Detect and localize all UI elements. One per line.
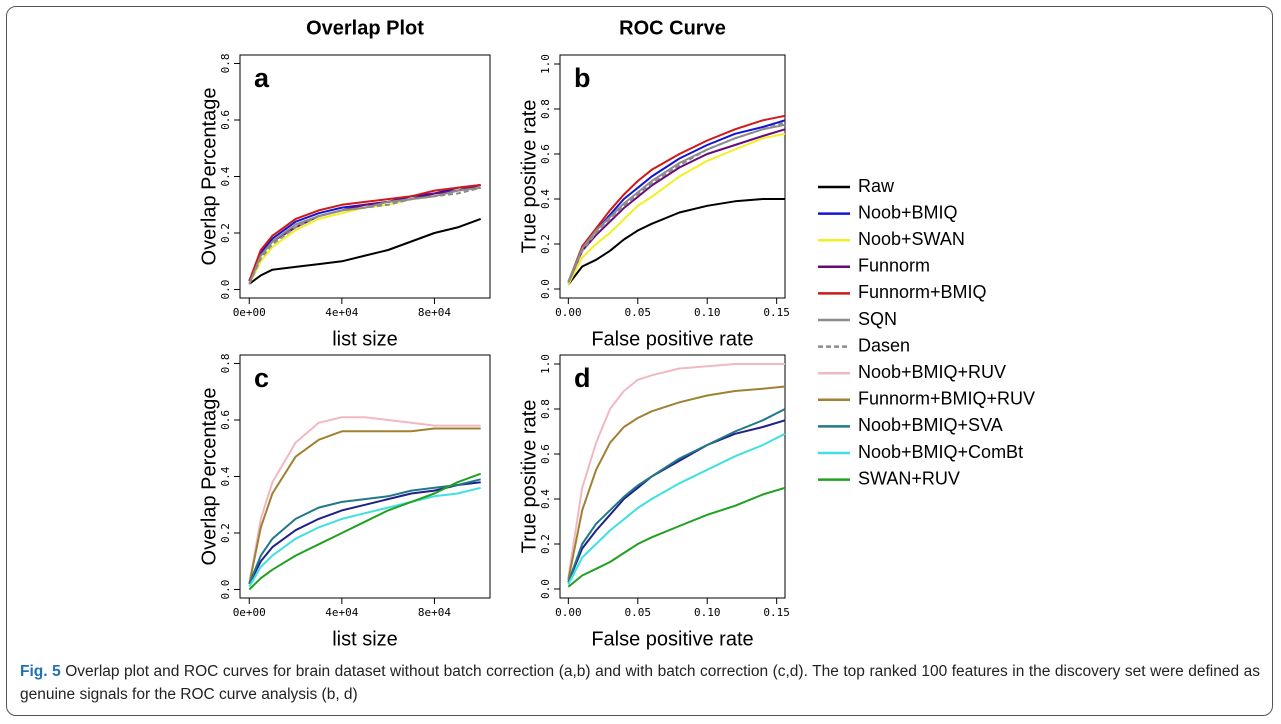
x-tick-label: 0.05 (625, 306, 652, 319)
series-line (567, 432, 786, 585)
y-tick-label: 0.2 (539, 534, 552, 554)
y-tick-label: 0.4 (219, 166, 232, 186)
x-tick-label: 8e+04 (418, 306, 451, 319)
legend-label: Noob+BMIQ (858, 202, 958, 222)
x-tick-label: 0.15 (763, 306, 790, 319)
series-line (567, 486, 786, 588)
y-axis-label: True positive rate (518, 400, 540, 554)
y-tick-label: 0.2 (539, 234, 552, 254)
panel-letter: b (574, 63, 591, 93)
series-line (567, 123, 786, 283)
y-axis-label: Overlap Percentage (198, 388, 220, 566)
y-tick-label: 0.6 (219, 110, 232, 130)
series-line (567, 114, 786, 283)
series-line (567, 121, 786, 283)
series-line (567, 198, 785, 286)
y-tick-label: 0.4 (219, 466, 232, 486)
y-tick-label: 0.0 (219, 580, 232, 600)
y-tick-label: 0.2 (219, 523, 232, 543)
x-tick-label: 0e+00 (233, 306, 266, 319)
y-tick-label: 1.0 (539, 354, 552, 374)
x-tick-label: 8e+04 (418, 606, 451, 619)
figure-frame (6, 6, 1273, 716)
series-line (567, 363, 785, 578)
x-tick-label: 0e+00 (233, 606, 266, 619)
series-line (248, 217, 482, 285)
legend-label: Noob+BMIQ+RUV (858, 362, 1006, 382)
legend-label: SWAN+RUV (858, 468, 960, 488)
y-tick-label: 0.0 (539, 579, 552, 599)
legend-label: Funnorm+BMIQ+RUV (858, 389, 1035, 409)
y-tick-label: 0.8 (219, 354, 232, 374)
plot-frame (559, 54, 786, 299)
x-tick-label: 0.00 (555, 306, 582, 319)
x-tick-label: 4e+04 (325, 606, 358, 619)
y-tick-label: 0.2 (219, 223, 232, 243)
caption-label: Fig. 5 (20, 663, 61, 680)
x-axis-label: False positive rate (591, 628, 753, 650)
y-tick-label: 0.8 (219, 54, 232, 74)
series-line (567, 419, 786, 583)
series-line (248, 416, 481, 585)
y-tick-label: 1.0 (539, 54, 552, 74)
y-tick-label: 0.0 (219, 280, 232, 300)
y-tick-label: 0.8 (539, 99, 552, 119)
y-axis-label: True positive rate (518, 100, 540, 254)
series-line (567, 385, 786, 581)
y-tick-label: 0.4 (539, 489, 552, 509)
series-line (248, 481, 481, 585)
legend-label: Funnorm (858, 256, 930, 276)
panel-title: Overlap Plot (306, 17, 424, 39)
legend-label: Dasen (858, 335, 910, 355)
x-tick-label: 0.15 (763, 606, 790, 619)
series-line (248, 472, 482, 591)
x-tick-label: 0.10 (694, 306, 721, 319)
x-axis-label: False positive rate (591, 328, 753, 350)
plot-frame (559, 354, 786, 599)
legend-label: Noob+SWAN (858, 229, 965, 249)
panel-letter: a (254, 63, 270, 93)
series-line (248, 427, 481, 585)
y-axis-label: Overlap Percentage (198, 88, 220, 266)
series-line (248, 478, 481, 585)
series-line (567, 119, 786, 283)
x-tick-label: 0.05 (625, 606, 652, 619)
x-tick-label: 0.10 (694, 606, 721, 619)
x-axis-label: list size (332, 328, 398, 350)
legend-label: Funnorm+BMIQ (858, 282, 987, 302)
x-tick-label: 0.00 (555, 606, 582, 619)
y-tick-label: 0.6 (539, 144, 552, 164)
legend-label: Raw (858, 176, 895, 196)
legend-label: Noob+BMIQ+ComBt (858, 442, 1023, 462)
y-tick-label: 0.0 (539, 279, 552, 299)
plot-frame (239, 354, 491, 599)
figure: Overlap Plot a list size Overlap Percentage… (198, 17, 1035, 650)
series-line (567, 128, 786, 283)
y-tick-label: 0.6 (219, 410, 232, 430)
y-tick-label: 0.4 (539, 189, 552, 209)
legend-label: SQN (858, 309, 897, 329)
panel-letter: d (574, 363, 591, 393)
caption-text: Overlap plot and ROC curves for brain da… (20, 663, 1260, 703)
legend-label: Noob+BMIQ+SVA (858, 415, 1003, 435)
panel-letter: c (254, 363, 269, 393)
series-line (567, 132, 786, 285)
x-tick-label: 4e+04 (325, 306, 358, 319)
x-axis-label: list size (332, 628, 398, 650)
plot-frame (239, 54, 491, 299)
series-line (567, 408, 786, 583)
panel-title: ROC Curve (619, 17, 726, 39)
y-tick-label: 0.8 (539, 399, 552, 419)
series-line (248, 186, 481, 285)
y-tick-label: 0.6 (539, 444, 552, 464)
series-line (248, 486, 481, 588)
caption: Fig. 5 Overlap plot and ROC curves for b… (20, 660, 1260, 706)
series-line (248, 184, 481, 282)
